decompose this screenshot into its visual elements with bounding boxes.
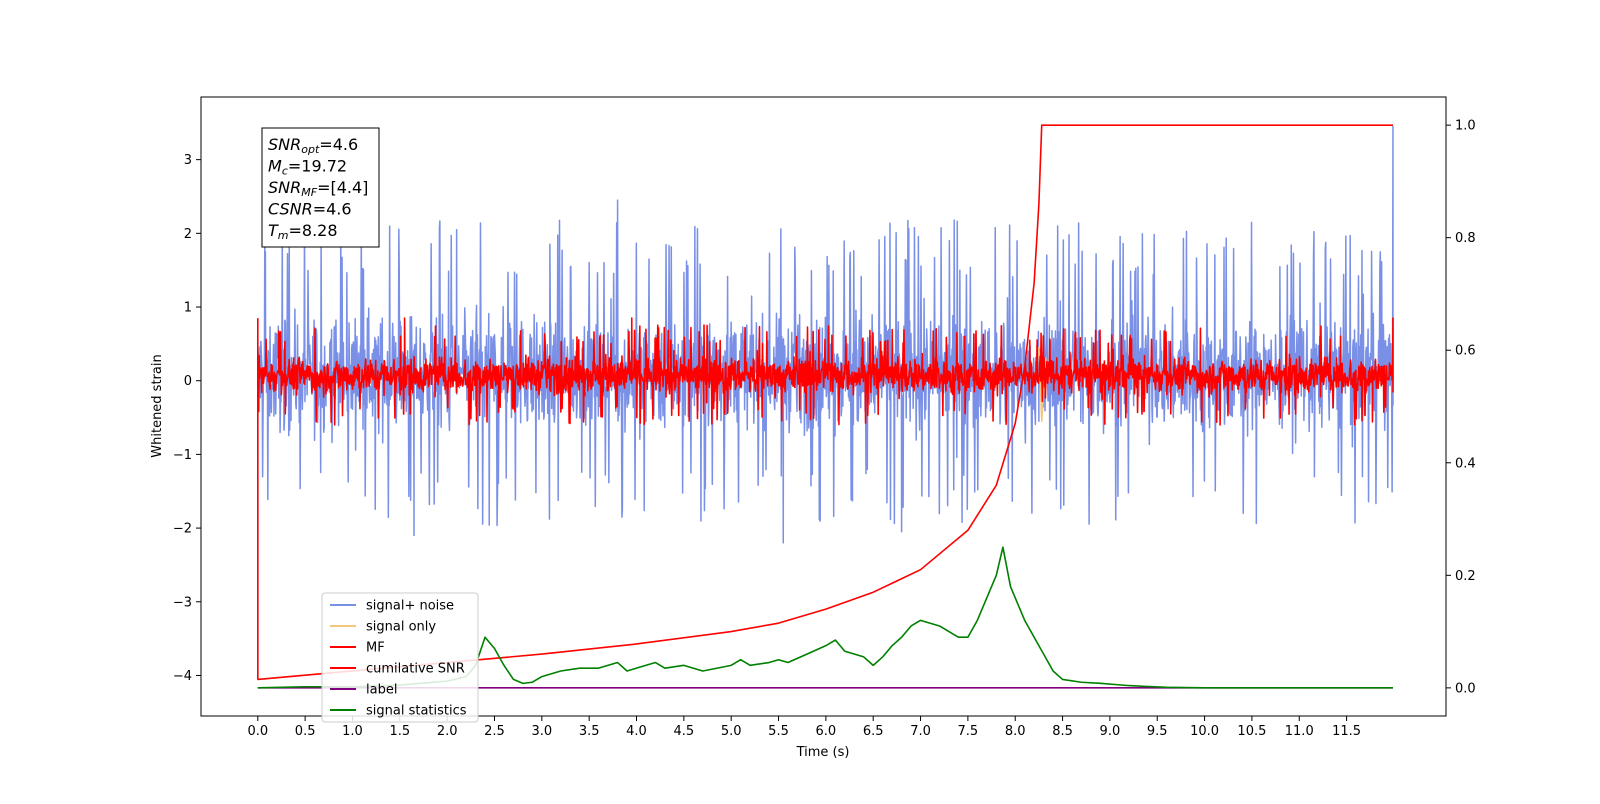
legend-label: signal+ noise	[366, 599, 454, 614]
series-line-mf	[257, 317, 1394, 680]
y-tick-label: 3	[184, 153, 192, 168]
info-line: SNRMF=[4.4]	[268, 178, 368, 199]
y2-tick-label: 0.2	[1455, 569, 1476, 584]
x-tick-label: 7.5	[958, 724, 979, 739]
plot-frame	[200, 96, 1447, 717]
x-tick-label: 6.0	[816, 724, 837, 739]
x-tick-label: 8.5	[1052, 724, 1073, 739]
info-line: SNRopt=4.6	[268, 135, 358, 156]
legend: signal+ noise signal only MF cumilative SNR…	[321, 592, 479, 723]
info-line: Tm=8.28	[268, 221, 338, 242]
legend-label: cumilative SNR	[366, 662, 465, 677]
info-line: CSNR=4.6	[268, 200, 352, 219]
y-tick-label: 1	[184, 301, 192, 316]
legend-label: label	[366, 683, 397, 698]
x-tick-label: 3.5	[579, 724, 600, 739]
ticks-layer: 0.0 0.5 1.0 1.5 2.0 2.5 3.0 3.5 4.0 4.5 5.0 5.5 6.0 6…	[173, 119, 1476, 739]
series-line-cumilative-snr	[257, 124, 1393, 681]
y-tick-label: −4	[173, 669, 192, 684]
x-tick-label: 2.5	[484, 724, 505, 739]
x-tick-label: 5.0	[721, 724, 742, 739]
x-tick-label: 3.0	[531, 724, 552, 739]
y-tick-label: 0	[184, 374, 192, 389]
x-tick-label: 1.0	[342, 724, 363, 739]
x-tick-label: 6.5	[863, 724, 884, 739]
x-tick-label: 4.5	[674, 724, 695, 739]
y-tick-label: −1	[173, 448, 192, 463]
series-line-signal-noise	[257, 125, 1394, 680]
x-axis-label: Time (s)	[796, 745, 850, 760]
y-tick-label: −2	[173, 522, 192, 537]
info-line: Mc=19.72	[268, 157, 347, 178]
y-tick-label: −3	[173, 595, 192, 610]
x-tick-label: 9.5	[1147, 724, 1168, 739]
y2-tick-label: 0.0	[1455, 681, 1476, 696]
y2-tick-label: 1.0	[1455, 119, 1476, 134]
x-tick-label: 7.0	[910, 724, 931, 739]
legend-label: MF	[366, 641, 385, 656]
x-tick-label: 8.0	[1005, 724, 1026, 739]
y2-tick-label: 0.4	[1455, 456, 1476, 471]
x-tick-label: 9.0	[1100, 724, 1121, 739]
x-tick-label: 2.0	[437, 724, 458, 739]
legend-label: signal statistics	[366, 704, 467, 719]
x-tick-label: 0.0	[247, 724, 268, 739]
y-axis-label: Whitened strain	[150, 354, 165, 457]
y2-tick-label: 0.8	[1455, 231, 1476, 246]
y-tick-label: 2	[184, 227, 192, 242]
x-tick-label: 10.0	[1190, 724, 1219, 739]
x-tick-label: 5.5	[768, 724, 789, 739]
x-tick-label: 10.5	[1237, 724, 1266, 739]
legend-label: signal only	[366, 620, 436, 635]
x-tick-label: 11.0	[1285, 724, 1314, 739]
x-tick-label: 0.5	[295, 724, 316, 739]
series-line-signal-statistics	[257, 546, 1393, 689]
x-tick-label: 1.5	[389, 724, 410, 739]
x-tick-label: 11.5	[1332, 724, 1361, 739]
y2-tick-label: 0.6	[1455, 344, 1476, 359]
x-tick-label: 4.0	[626, 724, 647, 739]
